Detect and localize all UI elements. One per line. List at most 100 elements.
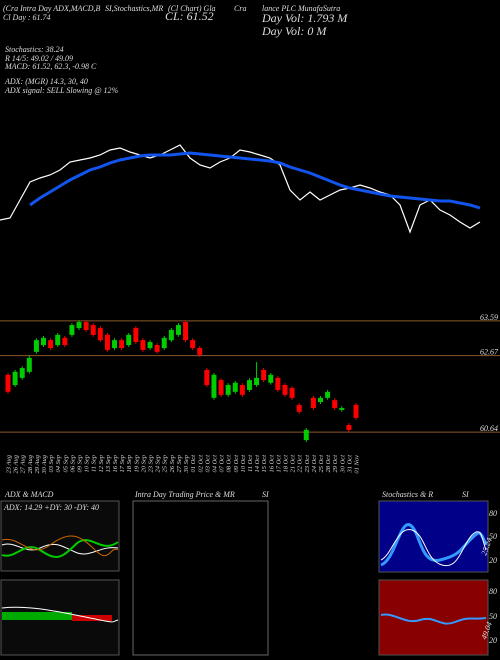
x-tick-label: 08 Oct [226,455,233,473]
x-tick-label: 09 Oct [233,455,240,473]
x-tick-label: 25 Sep [162,454,169,472]
candle-body [41,337,47,346]
x-tick-label: 23 Aug [6,454,13,473]
candle-body [282,385,288,395]
header-text: (Cl Chart) Gla [168,4,216,13]
x-tick-label: 03 Oct [204,455,211,473]
x-tick-label: 17 Oct [275,455,282,473]
x-tick-label: 26 Aug [13,454,20,473]
x-tick-label: 16 Sep [112,454,119,472]
x-tick-label: 15 Oct [261,455,268,473]
x-tick-label: 10 Sep [84,454,91,472]
candle-body [289,388,295,398]
panel-title: ADX & MACD [4,490,54,499]
rsi-line [380,613,487,625]
tick-label: 50 [489,532,497,541]
x-tick-label: 28 Oct [325,455,332,473]
x-tick-label: 04 Sep [55,454,62,472]
candle-body [246,380,252,390]
x-tick-label: 27 Aug [20,454,27,473]
candle-body [12,371,18,386]
x-tick-label: 31 Oct [346,455,353,474]
y-tick-label: 63.59 [480,313,498,322]
plus-di [1,539,119,558]
candle-body [346,425,352,430]
candle-body [168,329,174,341]
intraday-panel [132,500,269,656]
candle-body [147,342,153,349]
stoch-text: Stochastics: 38.24 [5,45,64,54]
macd-line [1,606,119,623]
x-tick-label: 20 Sep [140,454,147,472]
candle-body [112,340,118,349]
candle-body [275,377,281,390]
day-close: Cl Day : 61.74 [3,13,51,22]
header-text: Cra [234,4,246,13]
candle-body [83,322,89,330]
x-tick-label: 30 Oct [339,455,346,474]
header-text: SI,Stochastics,MR [105,4,163,13]
candle-body [69,325,75,335]
minus-di [1,535,119,557]
candle-body [133,328,139,343]
candle-body [90,325,96,335]
y-tick-label: 60.64 [480,424,498,433]
candle-body [303,429,309,441]
x-tick-label: 17 Sep [119,454,126,472]
candle-body [239,385,245,395]
stoch-d [380,529,487,567]
candle-body [310,397,316,409]
x-tick-label: 01 Nov [354,455,361,474]
candle-body [339,408,345,410]
candle-body [317,397,323,403]
signal-text: ADX signal: SELL Slowing @ 12% [4,86,119,95]
panel-title: Intra Day Trading Price & MR [134,490,235,499]
x-tick-label: 07 Oct [219,455,226,473]
x-tick-label: 18 Sep [126,454,133,472]
x-tick-label: 11 Oct [247,455,254,472]
macd-hist [2,612,72,620]
x-tick-label: 05 Sep [62,454,69,472]
x-tick-label: 02 Oct [197,455,204,473]
x-tick-label: 23 Sep [148,454,155,472]
stoch-k [380,523,488,567]
candle-body [55,334,61,346]
candle-body [218,380,224,395]
candle-body [97,328,103,341]
x-tick-label: 24 Oct [311,455,318,473]
header-text: (Cra Intra Day ADX,MACD,B [3,4,101,13]
x-tick-label: 30 Sep [183,454,190,473]
x-tick-label: 06 Sep [69,454,76,472]
x-tick-label: 03 Sep [48,454,55,472]
candle-body [104,334,110,350]
x-tick-label: 22 Oct [297,455,304,473]
price-line [29,151,481,210]
tick-label: 50 [489,612,497,621]
candle-body [332,400,338,409]
x-tick-label: 28 Aug [27,454,34,473]
candle-body [296,405,302,412]
x-tick-label: 01 Oct [190,455,197,473]
macd-text: MACD: 61.52, 62.3, -0.98 C [4,62,97,71]
x-tick-label: 19 Sep [133,454,140,472]
candle-body [211,374,217,398]
x-tick-label: 10 Oct [240,455,247,473]
tick-label: 20 [489,556,497,565]
x-tick-label: 16 Oct [268,455,275,473]
x-tick-label: 18 Oct [282,455,289,473]
candle-body [268,374,274,383]
x-tick-label: 09 Sep [77,454,84,472]
x-tick-label: 12 Sep [98,454,105,472]
candle-body [254,377,260,386]
panel-title: Stochastics & R [382,490,433,499]
candle-body [204,369,210,386]
price-line [0,144,481,234]
candle-body [232,382,238,392]
adx-line [1,543,119,555]
candle-body [48,340,54,349]
r-text: R 14/5: 49.02 / 49.09 [4,54,73,63]
candle-body [26,357,32,372]
day-volume: Day Vol: 1.793 M [261,11,348,25]
candle-body [76,322,82,329]
